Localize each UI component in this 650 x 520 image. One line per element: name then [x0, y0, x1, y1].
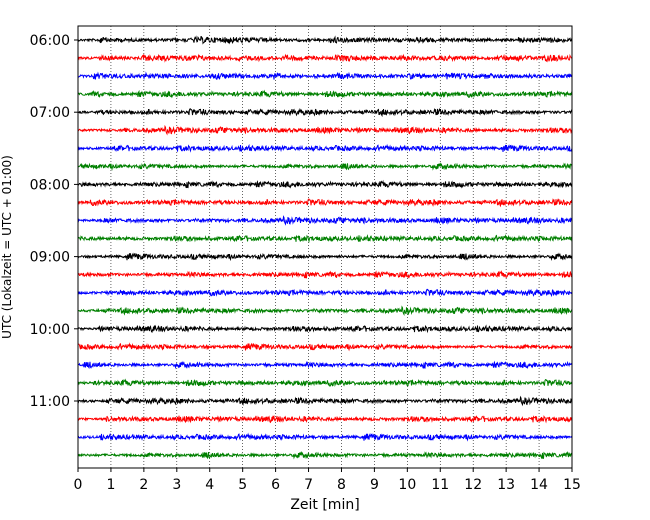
seismic-trace	[77, 233, 573, 244]
x-axis-ticks: 0 1 2 3 4 5 6 7 8 9 10 11 12 13 14 15	[74, 468, 581, 493]
x-tick-label: 3	[172, 477, 181, 493]
y-tick-label: 08:00	[30, 177, 70, 193]
x-tick-label: 14	[530, 477, 548, 493]
y-axis-label: UTC (Lokalzeit = UTC + 01:00)	[0, 155, 14, 339]
x-tick-label: 9	[370, 477, 379, 493]
seismic-trace	[77, 342, 573, 352]
seismic-trace	[77, 270, 573, 279]
x-tick-label: 12	[464, 477, 482, 493]
seismic-trace	[77, 305, 573, 316]
seismic-trace	[77, 360, 573, 370]
x-tick-label: 6	[271, 477, 280, 493]
seismic-trace	[77, 450, 573, 460]
seismic-trace	[77, 432, 573, 442]
seismic-trace	[77, 395, 573, 407]
y-tick-label: 06:00	[30, 33, 70, 49]
x-tick-label: 13	[497, 477, 515, 493]
x-tick-label: 11	[431, 477, 449, 493]
seismic-trace	[77, 378, 573, 388]
x-tick-label: 1	[106, 477, 115, 493]
seismic-trace	[77, 71, 573, 81]
seismic-trace	[77, 179, 573, 189]
x-tick-label: 10	[398, 477, 416, 493]
seismic-trace	[77, 288, 573, 298]
seismic-trace	[77, 162, 573, 171]
seismic-trace	[77, 143, 573, 153]
x-tick-label: 5	[238, 477, 247, 493]
x-tick-label: 8	[337, 477, 346, 493]
x-tick-label: 7	[304, 477, 313, 493]
x-axis-label: Zeit [min]	[290, 497, 359, 513]
seismic-trace	[77, 252, 573, 262]
seismic-trace	[77, 53, 573, 63]
y-tick-label: 09:00	[30, 250, 70, 266]
y-tick-label: 10:00	[30, 322, 70, 338]
x-tick-label: 15	[563, 477, 581, 493]
traces	[77, 35, 573, 460]
seismic-trace	[77, 414, 573, 424]
y-tick-label: 11:00	[30, 394, 70, 410]
seismic-trace	[77, 198, 573, 208]
seismic-trace	[77, 324, 573, 334]
seismic-trace	[77, 215, 573, 226]
y-axis-ticks: 06:00 07:00 08:00 09:00 10:00 11:00	[30, 33, 78, 410]
seismic-trace	[77, 35, 573, 45]
x-tick-label: 2	[139, 477, 148, 493]
plot-frame	[77, 25, 573, 469]
seismic-trace	[77, 89, 573, 99]
seismic-trace	[77, 107, 573, 118]
x-tick-label: 0	[74, 477, 83, 493]
seismic-trace	[77, 124, 573, 136]
x-tick-label: 4	[205, 477, 214, 493]
y-tick-label: 07:00	[30, 105, 70, 121]
